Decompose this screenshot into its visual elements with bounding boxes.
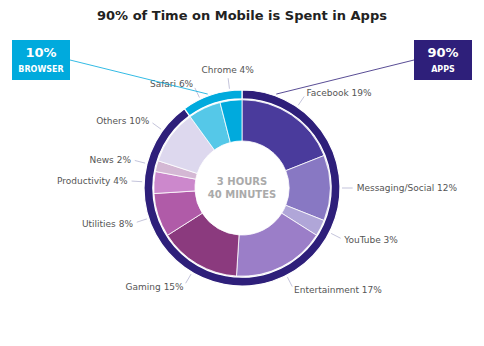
box-connector — [70, 60, 208, 94]
slice-label: Gaming 15% — [126, 282, 184, 292]
box-value: 90% — [427, 45, 458, 60]
leader-line — [228, 78, 229, 89]
box-connector — [276, 60, 414, 94]
slice-label: YouTube 3% — [343, 235, 398, 245]
slice-label: Facebook 19% — [306, 88, 372, 98]
slice-label: Chrome 4% — [201, 65, 254, 75]
leader-line — [195, 88, 200, 98]
leader-line — [342, 188, 353, 189]
leader-line — [298, 96, 304, 105]
chart: 90% of Time on Mobile is Spent in Apps Fa… — [0, 0, 484, 346]
leader-line — [186, 274, 191, 283]
box-value: 10% — [25, 45, 56, 60]
leader-line — [331, 233, 340, 238]
slice-label: News 2% — [89, 155, 131, 165]
leader-line — [287, 277, 292, 286]
slice-label: Others 10% — [96, 116, 150, 126]
pie: Facebook 19% Messaging/Social 12% YouTube … — [57, 65, 457, 295]
slice-label: Productivity 4% — [57, 176, 128, 186]
ring-slice — [144, 90, 340, 286]
leader-line — [137, 219, 147, 222]
slice-label: Safari 6% — [150, 79, 194, 89]
box-label: BROWSER — [18, 65, 63, 74]
annotation-box — [12, 40, 70, 80]
annotation-box — [414, 40, 472, 80]
center-text: 40 MINUTES — [208, 189, 276, 200]
leader-line — [135, 160, 145, 163]
leader-line — [152, 123, 161, 129]
title: 90% of Time on Mobile is Spent in Apps — [97, 8, 387, 23]
slice-label: Utilities 8% — [82, 219, 133, 229]
leader-line — [132, 181, 143, 183]
slice — [220, 100, 242, 143]
slice — [236, 213, 316, 276]
slice — [154, 191, 202, 235]
slice-label: Entertainment 17% — [294, 285, 382, 295]
box-label: APPS — [431, 65, 455, 74]
center-text: 3 HOURS — [217, 176, 267, 187]
slice-label: Messaging/Social 12% — [357, 183, 458, 193]
